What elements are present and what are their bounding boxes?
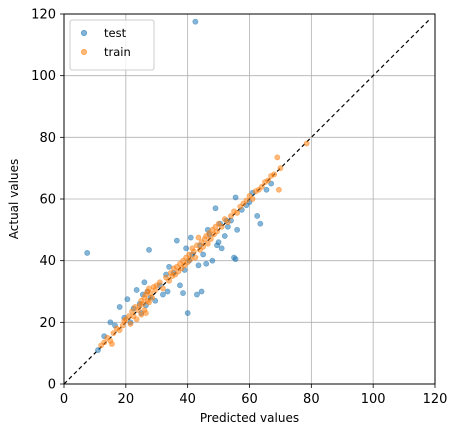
- y-tick-label: 0: [48, 378, 56, 393]
- test-point: [209, 257, 216, 264]
- legend: test train: [69, 19, 155, 71]
- test-point: [218, 245, 225, 252]
- train-point: [234, 209, 241, 216]
- y-axis-ticks: 0 20 40 60 80 100 120: [31, 8, 64, 393]
- x-tick-label: 0: [60, 392, 68, 407]
- y-axis-label: Actual values: [7, 159, 21, 239]
- test-point: [234, 226, 241, 233]
- legend-box: [69, 19, 155, 71]
- train-point: [224, 219, 231, 226]
- y-tick-label: 60: [39, 193, 56, 208]
- test-point: [180, 290, 186, 296]
- train-point: [204, 240, 211, 247]
- x-tick-label: 80: [303, 392, 320, 407]
- train-point: [274, 154, 281, 161]
- test-point: [107, 319, 114, 326]
- train-point: [146, 299, 152, 306]
- train-point: [265, 177, 271, 184]
- train-point: [271, 171, 278, 178]
- test-point: [263, 186, 270, 193]
- test-point: [95, 347, 101, 353]
- test-point: [146, 246, 152, 253]
- legend-label-test: test: [104, 26, 127, 40]
- test-point: [215, 239, 222, 246]
- test-point: [177, 282, 183, 289]
- test-point: [221, 233, 228, 239]
- data-points: [84, 18, 310, 353]
- test-point: [195, 262, 202, 269]
- test-point: [212, 205, 219, 212]
- test-point: [183, 245, 190, 252]
- train-point: [207, 236, 214, 242]
- test-point: [203, 260, 210, 267]
- train-point: [277, 165, 284, 172]
- test-point: [254, 213, 261, 219]
- train-point: [166, 277, 173, 284]
- y-tick-label: 20: [39, 316, 56, 331]
- train-point: [101, 339, 108, 346]
- x-tick-label: 40: [179, 392, 196, 407]
- train-point: [214, 228, 220, 235]
- train-point: [195, 234, 202, 241]
- test-point: [133, 287, 140, 293]
- legend-marker-train: [80, 48, 88, 56]
- test-point: [192, 18, 199, 25]
- y-tick-label: 120: [31, 8, 56, 23]
- train-point: [127, 320, 134, 327]
- series-train: [98, 140, 310, 349]
- test-point: [84, 250, 91, 256]
- test-point: [198, 288, 205, 295]
- test-point: [200, 251, 207, 258]
- y-tick-label: 40: [39, 254, 56, 269]
- train-point: [200, 243, 207, 250]
- train-point: [275, 186, 282, 193]
- train-point: [160, 285, 166, 292]
- test-point: [232, 194, 239, 201]
- x-tick-label: 20: [118, 392, 135, 407]
- train-point: [190, 248, 197, 255]
- test-point: [257, 220, 264, 227]
- train-point: [149, 294, 156, 301]
- train-point: [303, 140, 310, 147]
- test-point: [173, 237, 180, 244]
- x-axis-label: Predicted values: [200, 411, 299, 425]
- train-point: [143, 310, 149, 316]
- x-axis-ticks: 0 20 40 60 80 100 120: [60, 384, 448, 407]
- test-point: [116, 304, 123, 310]
- train-point: [194, 242, 200, 249]
- test-point: [194, 291, 200, 298]
- test-point: [124, 296, 131, 303]
- train-point: [228, 213, 234, 219]
- train-point: [243, 197, 250, 204]
- x-tick-label: 120: [423, 392, 448, 407]
- train-point: [156, 279, 163, 286]
- test-point: [160, 291, 166, 298]
- test-point: [232, 256, 239, 263]
- train-point: [110, 330, 117, 337]
- train-point: [249, 196, 256, 202]
- train-point: [192, 254, 199, 261]
- train-point: [218, 223, 225, 230]
- x-tick-label: 100: [361, 392, 386, 407]
- train-point: [109, 341, 115, 347]
- x-tick-label: 60: [241, 392, 258, 407]
- test-point: [141, 279, 148, 286]
- train-point: [133, 316, 140, 323]
- y-tick-label: 100: [31, 69, 56, 84]
- legend-label-train: train: [104, 45, 131, 59]
- test-point: [184, 310, 191, 316]
- y-tick-label: 80: [39, 131, 56, 146]
- legend-marker-test: [80, 29, 88, 37]
- test-point: [164, 288, 171, 295]
- test-point: [187, 234, 194, 241]
- train-point: [116, 327, 123, 333]
- train-point: [258, 183, 265, 190]
- train-point: [139, 300, 146, 307]
